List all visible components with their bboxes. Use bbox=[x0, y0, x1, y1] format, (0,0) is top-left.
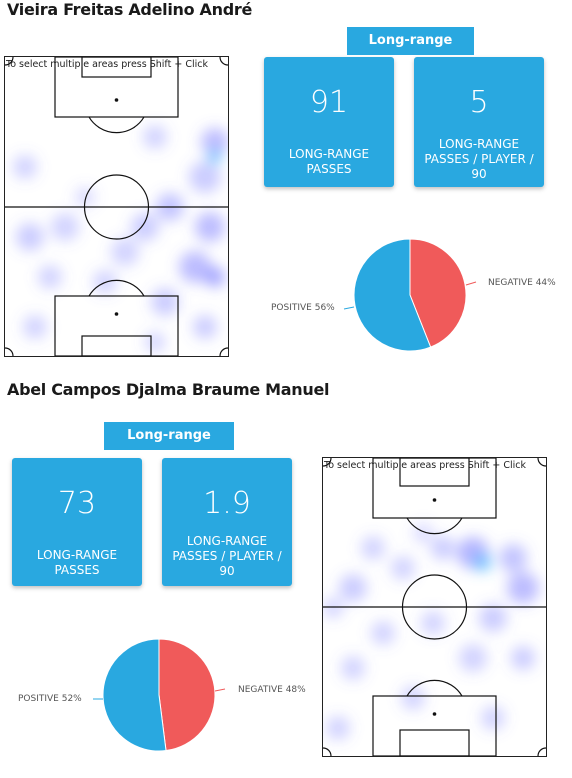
pie-leader-negative bbox=[465, 281, 477, 286]
stat-value: 5 bbox=[469, 85, 489, 120]
heatmap-pitch[interactable]: To select multiple areas press Shift + C… bbox=[4, 56, 229, 357]
pie-leader-positive bbox=[343, 306, 355, 310]
pie-chart bbox=[343, 238, 477, 352]
pie-slice-negative bbox=[158, 638, 216, 752]
pitch-markings bbox=[5, 57, 228, 356]
stat-label: LONG-RANGE PASSES / PLAYER / 90 bbox=[424, 137, 534, 181]
player-name: Abel Campos Djalma Braume Manuel bbox=[7, 380, 330, 399]
stat-label: LONG-RANGE PASSES / PLAYER / 90 bbox=[172, 534, 282, 578]
stat-value: 91 bbox=[309, 85, 349, 120]
stat-label: LONG-RANGE PASSES bbox=[36, 548, 118, 577]
pitch-hint: To select multiple areas press Shift + C… bbox=[6, 59, 208, 70]
heat-blobs-2 bbox=[323, 523, 539, 740]
stat-label: LONG-RANGE PASSES bbox=[288, 147, 370, 176]
heatmap-pitch[interactable]: To select multiple areas press Shift + C… bbox=[322, 457, 547, 757]
stat-card-per90: 5 LONG-RANGE PASSES / PLAYER / 90 bbox=[414, 57, 544, 187]
pie-label-negative: NEGATIVE 48% bbox=[238, 685, 306, 695]
stat-card-total: 73 LONG-RANGE PASSES bbox=[12, 458, 142, 586]
stat-card-per90: 1.9 LONG-RANGE PASSES / PLAYER / 90 bbox=[162, 458, 292, 586]
pitch-markings bbox=[323, 458, 546, 756]
stat-value: 73 bbox=[57, 486, 97, 521]
pie-label-positive: POSITIVE 52% bbox=[18, 694, 82, 704]
pie-slice-positive bbox=[102, 638, 167, 752]
long-range-passes-button[interactable]: Long-range passes bbox=[347, 27, 474, 76]
pie-chart bbox=[93, 638, 226, 752]
stat-value: 1.9 bbox=[203, 486, 251, 521]
pie-label-positive: POSITIVE 56% bbox=[271, 303, 335, 313]
stat-card-total: 91 LONG-RANGE PASSES bbox=[264, 57, 394, 187]
pie-slice-negative bbox=[409, 238, 467, 348]
pie-label-negative: NEGATIVE 44% bbox=[488, 278, 556, 288]
pitch-hint: To select multiple areas press Shift + C… bbox=[324, 460, 526, 471]
pie-leader-negative bbox=[214, 688, 226, 692]
pie-slice-positive bbox=[353, 238, 432, 352]
player-name: Vieira Freitas Adelino André bbox=[7, 0, 253, 19]
long-range-passes-button[interactable]: Long-range passes bbox=[104, 422, 234, 471]
